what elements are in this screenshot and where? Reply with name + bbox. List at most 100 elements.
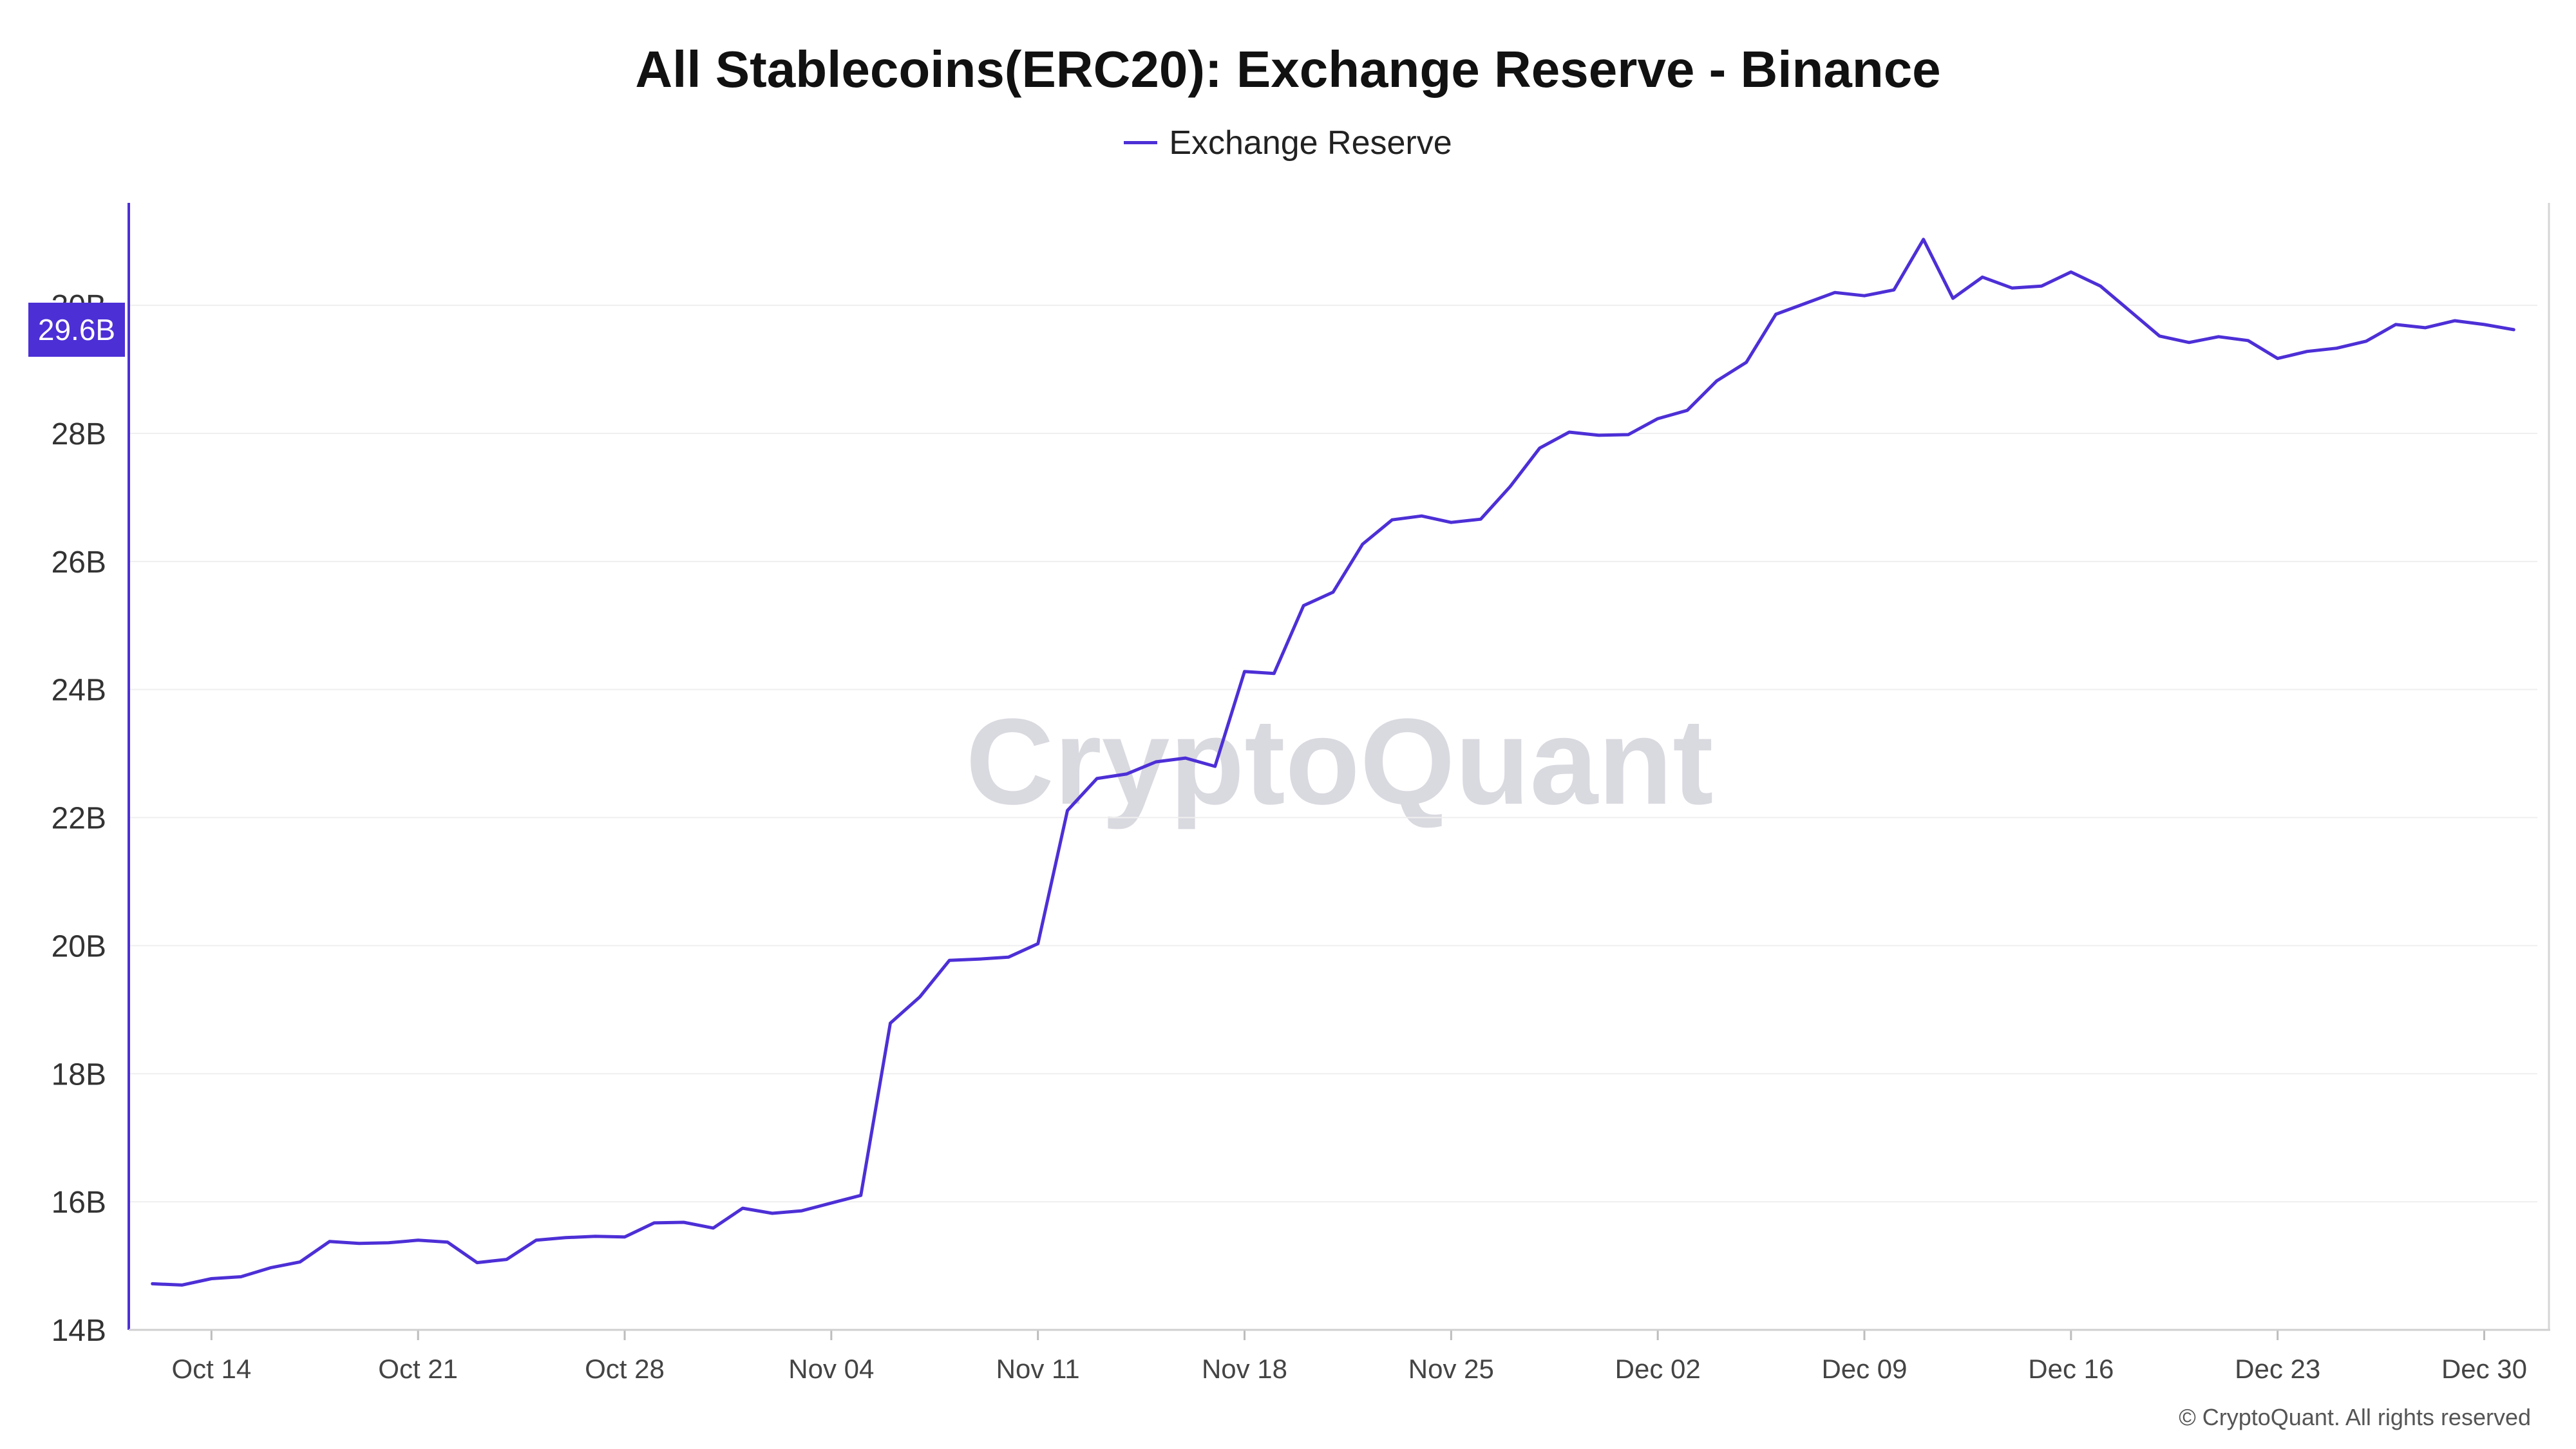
data-point[interactable]	[1270, 670, 1278, 677]
data-point[interactable]	[945, 956, 953, 964]
data-point[interactable]	[1831, 289, 1839, 296]
data-point[interactable]	[267, 1264, 274, 1272]
x-tick-label: Oct 21	[378, 1354, 458, 1384]
data-point[interactable]	[1801, 299, 1809, 307]
data-point[interactable]	[2215, 333, 2222, 341]
legend-swatch	[1124, 140, 1158, 144]
data-point[interactable]	[2274, 355, 2282, 363]
data-point[interactable]	[887, 1019, 895, 1027]
y-tick-label: 22B	[52, 802, 106, 836]
data-point[interactable]	[1890, 286, 1898, 294]
data-point[interactable]	[1978, 273, 1986, 281]
data-point[interactable]	[326, 1238, 334, 1245]
data-point[interactable]	[2097, 282, 2105, 290]
data-point[interactable]	[1920, 236, 1927, 243]
data-point[interactable]	[1536, 444, 1544, 452]
data-point[interactable]	[1506, 483, 1514, 491]
y-tick-label: 20B	[52, 929, 106, 963]
data-point[interactable]	[2244, 337, 2252, 345]
data-point[interactable]	[2362, 337, 2370, 345]
data-point[interactable]	[1152, 758, 1160, 766]
data-point[interactable]	[1182, 754, 1189, 762]
data-point[interactable]	[621, 1233, 629, 1241]
data-point[interactable]	[1093, 775, 1101, 782]
data-point[interactable]	[2304, 348, 2311, 355]
data-point[interactable]	[2008, 284, 2016, 292]
data-point[interactable]	[768, 1209, 776, 1217]
data-point[interactable]	[2451, 317, 2459, 325]
data-point[interactable]	[2067, 268, 2075, 276]
data-point[interactable]	[1241, 668, 1249, 676]
data-point[interactable]	[916, 993, 923, 1001]
data-point[interactable]	[2510, 326, 2517, 334]
data-point[interactable]	[1300, 601, 1307, 609]
data-point[interactable]	[1359, 540, 1367, 548]
data-point[interactable]	[1772, 310, 1780, 318]
x-tick-label: Nov 18	[1202, 1354, 1287, 1384]
x-tick-label: Dec 23	[2235, 1354, 2320, 1384]
data-point[interactable]	[2126, 307, 2134, 315]
current-value-badge: 29.6B	[28, 302, 125, 357]
legend-label: Exchange Reserve	[1169, 124, 1452, 162]
data-point[interactable]	[1388, 516, 1396, 524]
data-point[interactable]	[798, 1207, 806, 1215]
data-point[interactable]	[1861, 292, 1868, 299]
gridlines	[129, 305, 2537, 1203]
data-point[interactable]	[178, 1281, 186, 1289]
data-point[interactable]	[1949, 294, 1957, 302]
y-axis-ticks: 14B16B18B20B22B24B26B28B30B	[52, 289, 106, 1348]
data-point[interactable]	[2155, 332, 2163, 340]
data-point[interactable]	[384, 1239, 392, 1247]
data-point[interactable]	[1713, 377, 1721, 384]
data-point[interactable]	[1211, 762, 1219, 770]
data-point[interactable]	[444, 1238, 451, 1246]
data-point[interactable]	[1005, 953, 1012, 961]
data-point[interactable]	[857, 1191, 865, 1199]
data-point[interactable]	[2481, 321, 2488, 328]
data-point[interactable]	[650, 1219, 658, 1227]
x-tick-label: Dec 02	[1615, 1354, 1701, 1384]
data-point[interactable]	[355, 1240, 363, 1247]
data-point[interactable]	[1566, 428, 1573, 436]
data-point[interactable]	[296, 1258, 304, 1266]
data-point[interactable]	[680, 1218, 688, 1226]
data-point[interactable]	[828, 1199, 835, 1207]
series-line-exchange-reserve[interactable]	[151, 238, 2515, 1287]
data-point[interactable]	[2333, 345, 2340, 352]
data-point[interactable]	[739, 1204, 746, 1212]
x-tick-label: Nov 25	[1408, 1354, 1494, 1384]
data-point[interactable]	[2392, 321, 2400, 328]
data-point[interactable]	[1654, 415, 1662, 422]
data-point[interactable]	[2421, 324, 2429, 332]
data-point[interactable]	[710, 1224, 717, 1232]
data-point[interactable]	[975, 955, 983, 963]
y-tick-label: 18B	[52, 1057, 106, 1092]
data-point[interactable]	[149, 1280, 156, 1287]
data-point[interactable]	[1447, 518, 1455, 526]
data-point[interactable]	[1595, 431, 1603, 439]
data-point[interactable]	[2185, 339, 2193, 346]
x-tick-label: Nov 04	[788, 1354, 874, 1384]
data-point[interactable]	[503, 1256, 511, 1264]
data-point[interactable]	[1477, 515, 1484, 523]
data-point[interactable]	[1624, 431, 1632, 439]
data-point[interactable]	[1683, 406, 1691, 414]
data-point[interactable]	[207, 1275, 215, 1283]
data-point[interactable]	[2038, 282, 2045, 290]
watermark: CryptoQuant	[965, 694, 1713, 830]
y-tick-label: 16B	[52, 1186, 106, 1220]
data-point[interactable]	[414, 1236, 422, 1244]
data-point[interactable]	[591, 1233, 599, 1240]
data-point[interactable]	[473, 1259, 481, 1267]
data-point[interactable]	[562, 1234, 569, 1242]
data-point[interactable]	[1329, 589, 1337, 596]
data-point[interactable]	[1122, 770, 1130, 778]
data-point[interactable]	[1418, 512, 1426, 520]
data-point[interactable]	[1743, 359, 1750, 366]
chart-legend[interactable]: Exchange Reserve	[0, 124, 2576, 162]
data-point[interactable]	[533, 1236, 540, 1244]
data-point[interactable]	[237, 1273, 245, 1281]
data-point[interactable]	[1034, 940, 1042, 947]
data-point[interactable]	[1064, 807, 1072, 815]
copyright-text: © CryptoQuant. All rights reserved	[2179, 1404, 2531, 1430]
